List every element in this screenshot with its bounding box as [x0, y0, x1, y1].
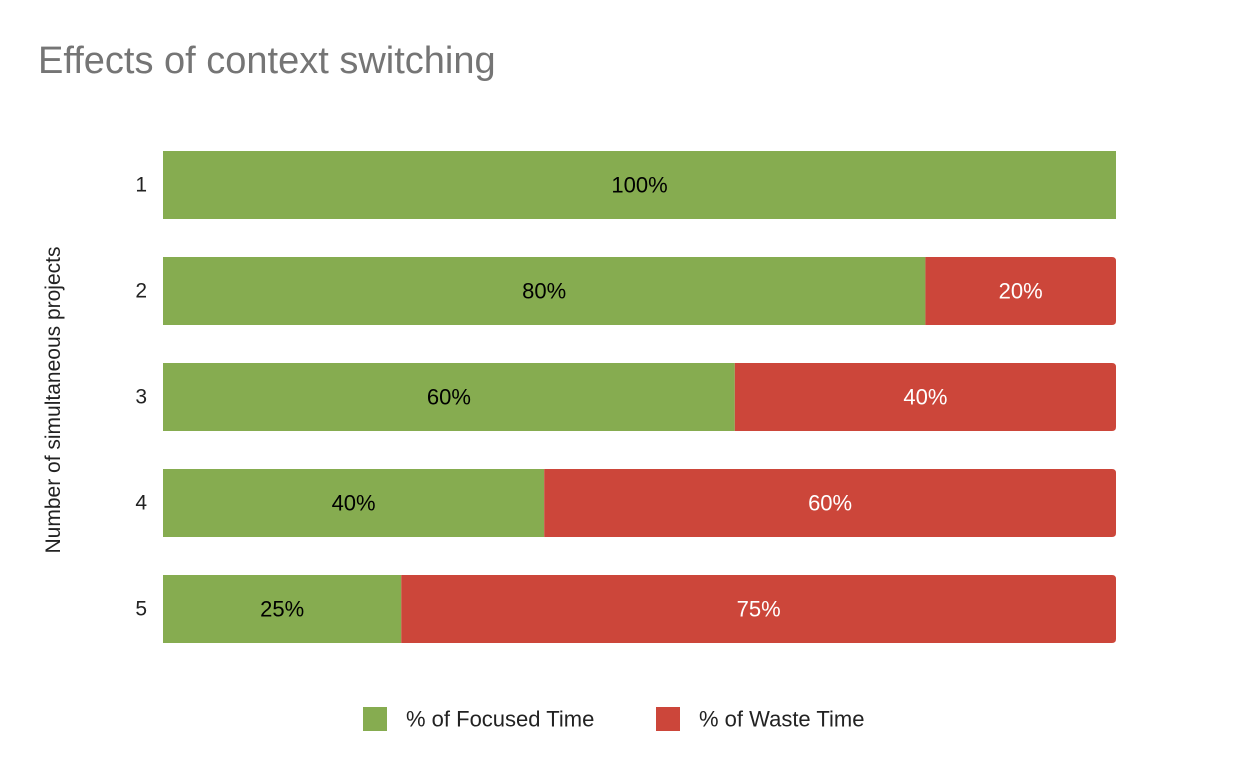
data-label-focused-3: 60%: [427, 385, 471, 410]
y-tick-label-4: 4: [135, 492, 147, 515]
data-label-waste-4: 60%: [808, 491, 852, 516]
labels-layer: 100% 80% 20% 60% 40% 40% 60% 25% 75%: [260, 173, 1043, 622]
chart-title: Effects of context switching: [38, 40, 496, 82]
bars-layer: [163, 151, 1116, 643]
bar-focused-2: [163, 257, 926, 325]
bar-focused-1: [163, 151, 1116, 219]
data-label-focused-2: 80%: [522, 279, 566, 304]
bar-waste-4: [544, 469, 1116, 537]
bar-waste-3: [734, 363, 1116, 431]
data-label-focused-5: 25%: [260, 597, 304, 622]
legend-swatch-focused: [363, 707, 387, 731]
y-axis-title: Number of simultaneous projects: [42, 247, 65, 554]
y-tick-label-3: 3: [135, 386, 147, 409]
bar-focused-5: [163, 575, 402, 643]
data-label-focused-1: 100%: [611, 173, 667, 198]
data-label-waste-3: 40%: [903, 385, 947, 410]
bar-focused-4: [163, 469, 545, 537]
legend-swatch-waste: [656, 707, 680, 731]
bar-waste-5: [401, 575, 1116, 643]
legend-label-focused: % of Focused Time: [406, 707, 594, 732]
legend: % of Focused Time % of Waste Time: [363, 707, 864, 732]
data-label-waste-5: 75%: [737, 597, 781, 622]
y-tick-label-5: 5: [135, 598, 147, 621]
bar-waste-2: [925, 257, 1116, 325]
data-label-focused-4: 40%: [332, 491, 376, 516]
data-label-waste-2: 20%: [999, 279, 1043, 304]
bar-focused-3: [163, 363, 735, 431]
y-tick-label-2: 2: [135, 280, 147, 303]
y-axis-ticks: 1 2 3 4 5: [135, 174, 147, 621]
legend-label-waste: % of Waste Time: [699, 707, 864, 732]
y-tick-label-1: 1: [135, 174, 147, 197]
